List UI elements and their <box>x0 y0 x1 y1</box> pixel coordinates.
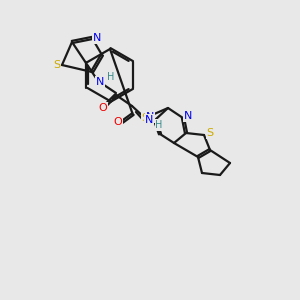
Text: N: N <box>93 33 101 43</box>
Text: H: H <box>107 72 115 82</box>
Text: H: H <box>155 120 163 130</box>
Text: N: N <box>145 115 153 125</box>
Text: N: N <box>184 111 192 121</box>
Text: S: S <box>141 113 148 123</box>
Text: O: O <box>99 103 107 113</box>
Text: S: S <box>206 128 214 138</box>
Text: O: O <box>114 117 122 127</box>
Text: N: N <box>96 77 104 87</box>
Text: S: S <box>53 60 61 70</box>
Text: N: N <box>146 112 154 122</box>
